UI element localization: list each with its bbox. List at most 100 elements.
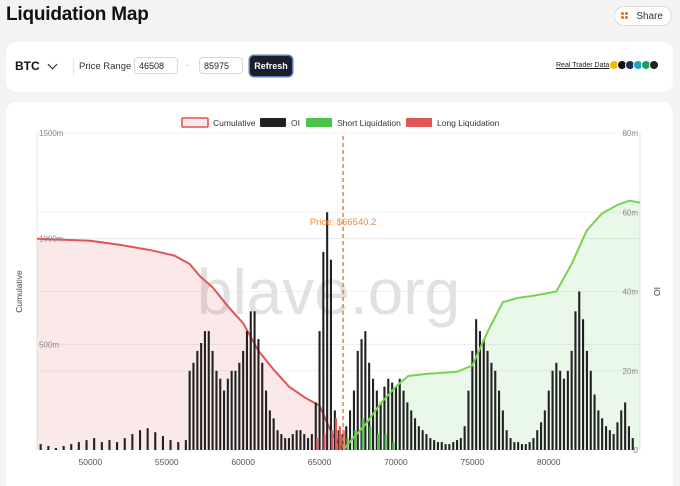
oi-bar (284, 438, 287, 450)
exchange-icons (609, 60, 659, 70)
oi-bar (608, 430, 611, 450)
oi-bar (291, 434, 294, 450)
oi-bar (578, 291, 581, 450)
oi-bar (352, 390, 355, 450)
share-button[interactable]: Share (614, 6, 672, 26)
short-liquidation-bar (369, 426, 372, 450)
short-liquidation-bar (354, 430, 357, 450)
x-tick-label: 70000 (384, 457, 408, 467)
oi-bar (184, 440, 187, 450)
oi-bar (318, 331, 321, 450)
oi-bar (582, 319, 585, 450)
oi-bar (486, 350, 489, 450)
x-tick-label: 80000 (537, 457, 561, 467)
toolbar: BTC Price Range 46508 - 85975 Refresh Re… (6, 42, 673, 92)
oi-bar (574, 311, 577, 450)
oi-bar (394, 386, 397, 450)
oi-bar (139, 430, 142, 450)
oi-bar (265, 390, 268, 450)
oi-bar (601, 418, 604, 450)
oi-bar (123, 438, 126, 450)
oi-bar (169, 440, 172, 450)
oi-bar (295, 430, 298, 450)
x-tick-label: 50000 (79, 457, 103, 467)
oi-bar (387, 378, 390, 450)
oi-bar (379, 402, 382, 450)
oi-bar (436, 442, 439, 450)
oi-bar (456, 440, 459, 450)
refresh-button[interactable]: Refresh (250, 56, 292, 76)
oi-bar (398, 378, 401, 450)
oi-bar (161, 436, 164, 450)
oi-bar (540, 422, 543, 450)
oi-bar (463, 426, 466, 450)
oi-bar (276, 430, 279, 450)
share-icon (621, 11, 631, 21)
range-max-input[interactable]: 85975 (199, 57, 243, 74)
oi-bar (597, 410, 600, 450)
oi-bar (326, 212, 329, 451)
oi-bar (627, 426, 630, 450)
liquidation-chart: blave.org Price: $66540.2 1500m 1000m 500m 80… (14, 117, 662, 467)
oi-bar (368, 362, 371, 450)
oi-bar (444, 444, 447, 450)
oi-bar (322, 251, 325, 450)
oi-bar (478, 331, 481, 450)
oi-bar (562, 378, 565, 450)
oi-bar (345, 426, 348, 450)
short-liquidation-bar (377, 434, 380, 450)
legend-label: Long Liquidation (437, 118, 500, 128)
oi-bar (360, 339, 363, 450)
oi-bar (245, 331, 248, 450)
real-trader-data-link[interactable]: Real Trader Data (556, 62, 610, 69)
cumulative-short-line (342, 199, 641, 451)
x-tick-label: 65000 (308, 457, 332, 467)
oi-bar (471, 350, 474, 450)
oi-bar (612, 434, 615, 450)
legend-label: OI (291, 118, 300, 128)
oi-bar (494, 370, 497, 451)
oi-bar (440, 442, 443, 450)
x-tick-label: 75000 (460, 457, 484, 467)
oi-bar (230, 370, 233, 451)
oi-bar (570, 350, 573, 450)
y-right-tick-label: 0 (634, 446, 639, 455)
share-label: Share (636, 10, 663, 22)
oi-bar (425, 434, 428, 450)
oi-bar (146, 428, 149, 450)
oi-bar (475, 319, 478, 450)
oi-bar (203, 331, 206, 450)
oi-bar (375, 390, 378, 450)
oi-bar (272, 418, 275, 450)
oi-bar (509, 438, 512, 450)
oi-bar (261, 362, 264, 450)
oi-bar (192, 362, 195, 450)
oi-bar (238, 362, 241, 450)
oi-bar (200, 343, 203, 450)
y-left-tick-label: 500m (39, 340, 59, 349)
oi-bar (307, 438, 310, 450)
chevron-down-icon (47, 59, 58, 69)
legend-swatch (406, 118, 432, 127)
price-label: Price: $66540.2 (310, 217, 377, 228)
oi-bar (429, 438, 432, 450)
oi-bar (616, 422, 619, 450)
y-right-tick-label: 40m (622, 288, 638, 297)
oi-bar (498, 390, 501, 450)
oi-bar (177, 442, 180, 450)
oi-bar (85, 440, 88, 450)
oi-bar (287, 438, 290, 450)
oi-bar (54, 448, 57, 450)
oi-bar (589, 370, 592, 451)
oi-bar (226, 378, 229, 450)
short-liquidation-bar (384, 434, 387, 450)
oi-bar (364, 331, 367, 450)
oi-bar (555, 362, 558, 450)
coin-select[interactable]: BTC (15, 59, 58, 73)
long-liquidation-bar (338, 426, 341, 450)
oi-bar (337, 430, 340, 450)
oi-bar (234, 370, 237, 451)
range-min-input[interactable]: 46508 (134, 57, 178, 74)
oi-bar (543, 410, 546, 450)
oi-bar (631, 438, 634, 450)
